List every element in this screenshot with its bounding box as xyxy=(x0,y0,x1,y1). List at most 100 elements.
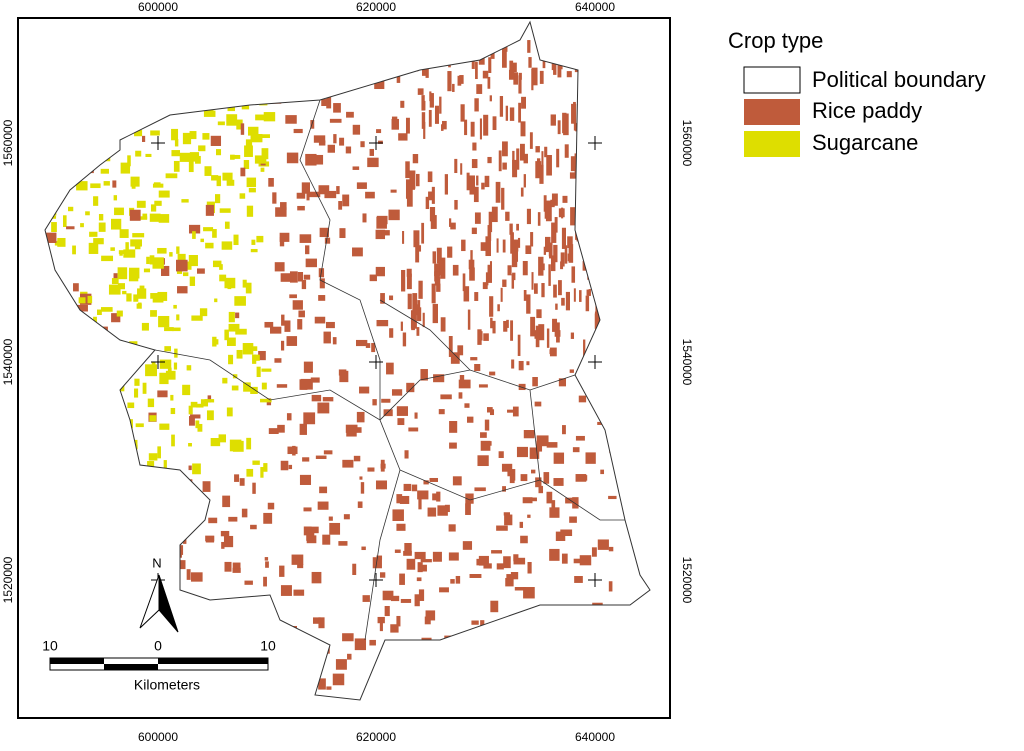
crop-patch xyxy=(557,120,561,135)
y-label-left: 1540000 xyxy=(1,338,15,385)
crop-patch xyxy=(372,557,382,569)
crop-patch xyxy=(557,59,562,78)
crop-patch xyxy=(360,141,365,148)
crop-patch xyxy=(119,229,129,238)
crop-patch xyxy=(450,352,460,364)
crop-patch xyxy=(245,282,252,294)
crop-patch xyxy=(400,598,412,603)
crop-patch xyxy=(196,403,204,408)
crop-patch xyxy=(518,102,522,123)
crop-patch xyxy=(516,148,520,170)
scale-bar: 10 0 10 Kilometers xyxy=(42,638,276,693)
crop-patch xyxy=(339,137,345,146)
crop-patch xyxy=(329,118,342,123)
crop-patch xyxy=(405,161,410,179)
crop-patch xyxy=(311,526,319,534)
crop-patch xyxy=(465,493,474,504)
crop-patch xyxy=(333,103,341,113)
crop-patch xyxy=(501,463,513,472)
crop-patch xyxy=(222,377,228,384)
crop-patch xyxy=(425,610,436,621)
crop-patch xyxy=(100,307,113,312)
crop-patch xyxy=(404,543,412,554)
crop-patch xyxy=(141,322,149,331)
crop-patch xyxy=(127,155,131,167)
crop-patch xyxy=(471,227,477,235)
crop-patch xyxy=(558,378,567,387)
crop-patch xyxy=(567,236,573,249)
crop-patch xyxy=(197,423,203,432)
crop-patch xyxy=(125,242,129,253)
crop-patch xyxy=(471,56,475,69)
crop-patch xyxy=(369,274,377,282)
crop-patch xyxy=(381,230,390,236)
crop-patch xyxy=(399,573,405,585)
crop-patch xyxy=(149,255,155,265)
crop-patch xyxy=(501,187,505,210)
crop-patch xyxy=(466,416,474,423)
crop-patch xyxy=(434,271,440,282)
crop-patch xyxy=(421,66,427,76)
crop-patch xyxy=(268,428,279,434)
crop-patch xyxy=(152,293,164,303)
crop-patch xyxy=(228,323,240,332)
crop-patch xyxy=(458,392,463,399)
crop-patch xyxy=(127,402,135,409)
crop-patch xyxy=(483,333,489,341)
crop-patch xyxy=(192,463,201,475)
crop-patch xyxy=(181,199,189,203)
crop-patch xyxy=(447,71,452,92)
crop-patch xyxy=(411,311,415,331)
crop-patch xyxy=(246,437,252,450)
crop-patch xyxy=(134,243,141,250)
crop-patch xyxy=(191,315,203,321)
crop-patch xyxy=(226,337,236,346)
crop-patch xyxy=(530,232,534,247)
crop-patch xyxy=(244,580,253,585)
crop-patch xyxy=(428,109,432,127)
crop-patch xyxy=(452,476,462,486)
crop-patch xyxy=(165,173,178,179)
crop-patch xyxy=(280,585,292,596)
internal-boundaries xyxy=(154,99,625,641)
crop-patch xyxy=(157,446,161,459)
crop-patch xyxy=(608,495,617,500)
crop-patch xyxy=(398,133,408,141)
crop-patch xyxy=(541,283,545,298)
crop-patch xyxy=(592,602,603,606)
crop-patch xyxy=(89,231,98,237)
crop-patch xyxy=(512,250,519,262)
crop-patch xyxy=(361,546,366,551)
crop-patch xyxy=(538,324,545,341)
crop-patch xyxy=(418,280,423,299)
crop-patch xyxy=(219,208,231,213)
crop-patch xyxy=(260,167,265,172)
crop-patch xyxy=(473,186,479,203)
crop-patch xyxy=(418,589,425,601)
crop-patch xyxy=(558,208,565,218)
crop-patch xyxy=(310,377,320,383)
crop-patch xyxy=(562,195,568,203)
crop-patch xyxy=(579,290,582,302)
crop-patch xyxy=(101,255,114,262)
crop-patch xyxy=(523,430,535,439)
crop-patch xyxy=(67,206,74,212)
crop-patch xyxy=(190,414,201,419)
crop-patch xyxy=(510,232,514,254)
scale-label: 10 xyxy=(260,638,276,654)
crop-patch xyxy=(176,314,180,321)
crop-patch xyxy=(503,512,511,516)
crop-patch xyxy=(346,431,357,437)
crop-patch xyxy=(333,134,337,144)
crop-patch xyxy=(205,242,214,249)
crop-patch xyxy=(384,605,390,617)
crop-patch xyxy=(510,572,519,580)
crop-patch xyxy=(250,248,258,253)
crop-patch xyxy=(216,175,222,187)
crop-patch xyxy=(188,254,198,267)
crop-patch xyxy=(98,222,106,232)
crop-patch xyxy=(111,218,122,230)
crop-patch xyxy=(562,112,567,134)
crop-patch xyxy=(258,350,266,361)
crop-patch xyxy=(521,96,526,109)
